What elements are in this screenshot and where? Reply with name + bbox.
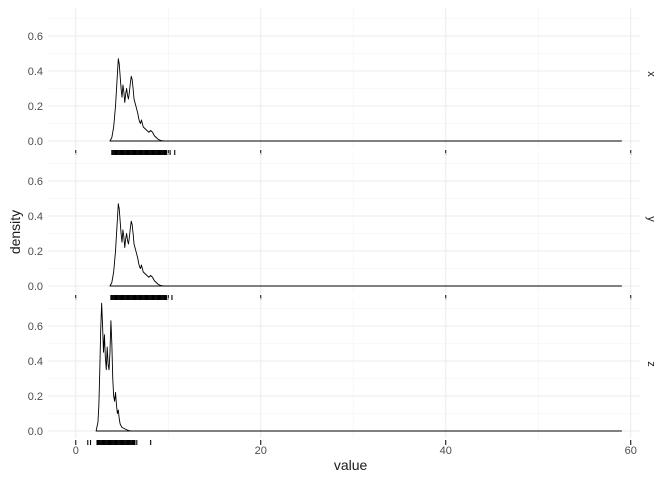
x-tick-label: 0 xyxy=(73,445,79,457)
x-tick-label: 20 xyxy=(255,445,267,457)
y-tick-label: 0.6 xyxy=(28,31,43,43)
x-tick-label: 40 xyxy=(440,445,452,457)
facet-strip-label-z: z xyxy=(645,361,657,367)
y-tick-label: 0.2 xyxy=(28,246,43,258)
y-axis-title: density xyxy=(7,210,23,254)
y-tick-label: 0.4 xyxy=(28,66,43,78)
x-tick-label: 60 xyxy=(625,445,637,457)
rug-x xyxy=(111,150,176,155)
density-curve-y xyxy=(109,203,622,287)
facet-strip-label-y: y xyxy=(645,216,657,222)
density-curve-x xyxy=(109,58,622,142)
facet-panel-x: 0.0 0.2 0.4 0.6 x xyxy=(28,8,657,155)
y-tick-label: 0.0 xyxy=(28,426,43,438)
rug-y xyxy=(110,295,173,300)
gridlines xyxy=(48,298,640,438)
y-tick-label: 0.2 xyxy=(28,391,43,403)
y-tick-label: 0.2 xyxy=(28,101,43,113)
gridlines xyxy=(48,8,640,148)
x-axis-tick-labels: 0 20 40 60 xyxy=(73,445,637,457)
gridlines xyxy=(48,153,640,293)
y-tick-label: 0.4 xyxy=(28,356,43,368)
y-tick-label: 0.6 xyxy=(28,176,43,188)
facet-panel-z: 0.0 0.2 0.4 0.6 z xyxy=(28,298,657,445)
rug-z xyxy=(87,440,152,445)
panels-layer: 0.0 0.2 0.4 0.6 x 0.0 0.2 0.4 0.6 y 0.0 0.2 0.4 0.6 z xyxy=(28,8,657,445)
y-tick-label: 0.4 xyxy=(28,211,43,223)
facet-strip-label-x: x xyxy=(645,71,657,77)
y-tick-label: 0.6 xyxy=(28,321,43,333)
y-tick-label: 0.0 xyxy=(28,136,43,148)
facet-panel-y: 0.0 0.2 0.4 0.6 y xyxy=(28,153,657,300)
x-axis-title: value xyxy=(334,457,368,473)
density-curve-z xyxy=(95,302,622,432)
y-tick-label: 0.0 xyxy=(28,281,43,293)
